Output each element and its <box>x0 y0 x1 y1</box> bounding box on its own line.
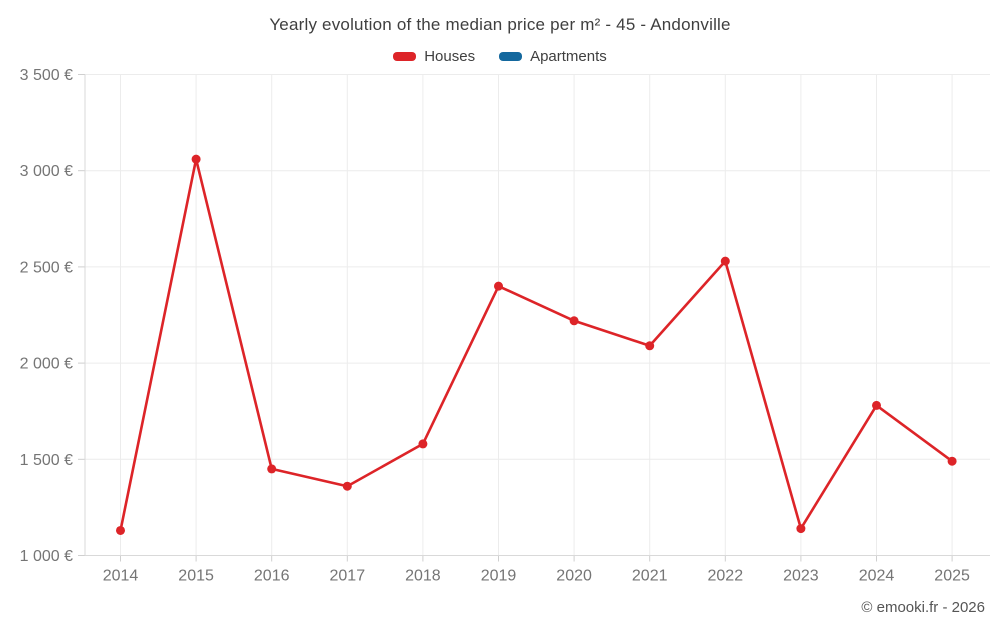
y-tick-label: 1 000 € <box>20 548 73 565</box>
data-point-2016[interactable] <box>267 464 277 474</box>
x-tick-label: 2023 <box>783 568 819 585</box>
y-tick-label: 3 000 € <box>20 163 73 180</box>
x-tick-label: 2017 <box>330 568 366 585</box>
x-tick-label: 2015 <box>178 568 214 585</box>
chart-legend: Houses Apartments <box>0 46 1000 66</box>
x-tick-label: 2024 <box>859 568 895 585</box>
legend-item-apartments[interactable]: Apartments <box>499 48 607 65</box>
x-tick-label: 2025 <box>934 568 970 585</box>
houses-line <box>119 157 954 532</box>
x-tick-label: 2019 <box>481 568 517 585</box>
y-tick-label: 2 500 € <box>20 259 73 276</box>
y-tick-label: 3 500 € <box>20 67 73 84</box>
copyright-attribution: © emooki.fr - 2026 <box>861 599 985 616</box>
data-point-2022[interactable] <box>720 256 730 266</box>
y-tick-label: 2 000 € <box>20 356 73 373</box>
data-point-2017[interactable] <box>342 481 352 491</box>
apartments-legend-swatch-icon <box>499 51 523 61</box>
data-point-2020[interactable] <box>569 316 579 326</box>
data-point-2019[interactable] <box>494 281 503 291</box>
x-tick-label: 2014 <box>103 568 139 585</box>
x-tick-label: 2018 <box>405 568 441 585</box>
houses-legend-swatch-icon <box>393 51 417 61</box>
chart-title: Yearly evolution of the median price per… <box>269 15 731 34</box>
data-point-2015[interactable] <box>191 154 201 164</box>
x-tick-label: 2021 <box>632 568 668 585</box>
legend-item-houses[interactable]: Houses <box>393 48 475 65</box>
data-point-2024[interactable] <box>872 400 881 410</box>
legend-label-houses: Houses <box>424 47 476 65</box>
data-point-2018[interactable] <box>418 439 428 449</box>
x-tick-label: 2022 <box>708 568 744 585</box>
y-tick-label: 1 500 € <box>20 452 73 469</box>
x-tick-label: 2020 <box>556 568 592 585</box>
data-point-2025[interactable] <box>947 456 957 466</box>
x-tick-label: 2016 <box>254 568 290 585</box>
legend-label-apartments: Apartments <box>530 47 607 65</box>
data-point-2021[interactable] <box>645 341 655 351</box>
data-point-2014[interactable] <box>116 525 125 535</box>
data-point-2023[interactable] <box>796 524 806 534</box>
